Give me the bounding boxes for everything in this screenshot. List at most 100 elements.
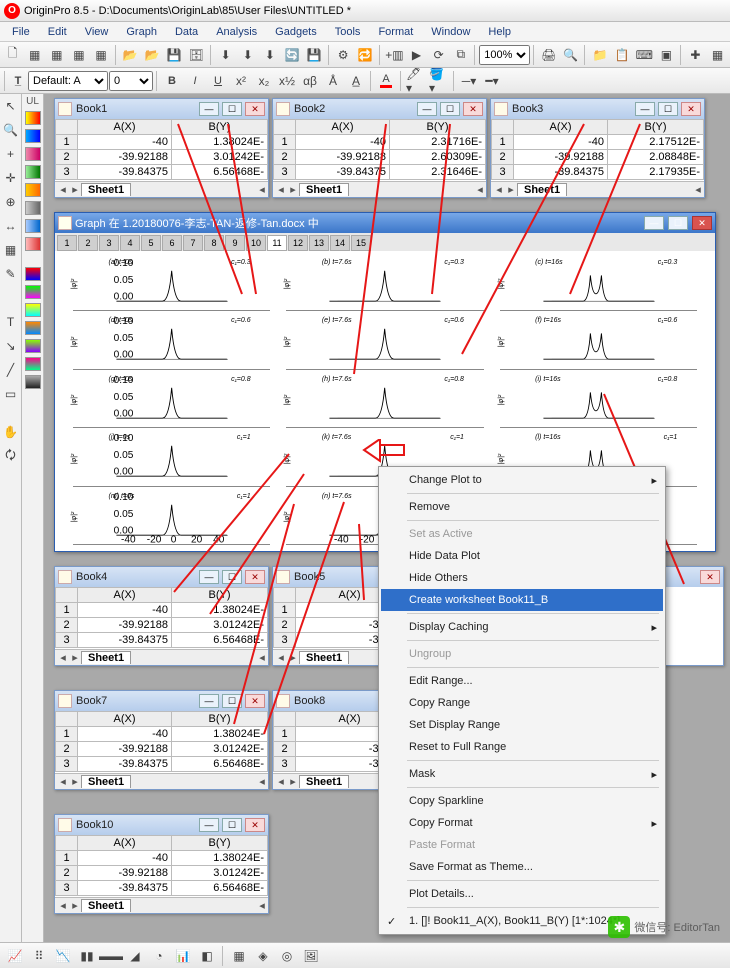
mini-plot[interactable]: |φ|² (e) t=7.6s c₁=0.6 [286,315,483,369]
close-button[interactable]: ✕ [245,102,265,116]
layer-tab[interactable]: 2 [78,235,98,251]
swatch-icon[interactable] [25,219,41,233]
tab-next-icon[interactable]: ▸ [69,651,81,664]
swatch-icon[interactable] [25,321,41,335]
text-tool-icon[interactable]: T [1,312,21,332]
new-project-icon[interactable]: 🗋 [2,44,23,66]
col-header[interactable]: A(X) [78,588,172,603]
worksheet-table[interactable]: A(X)B(Y) 1-401.38024E-2-39.921883.01242E… [55,119,268,180]
pie-icon[interactable]: ◔ [148,945,170,967]
import-wizard-icon[interactable]: ⬇ [215,44,236,66]
col-header[interactable]: B(Y) [171,712,267,727]
col-header[interactable]: B(Y) [171,120,267,135]
template-icon[interactable]: ▦ [228,945,250,967]
save-disk-icon[interactable]: 💾 [304,44,325,66]
layer-tab[interactable]: 3 [99,235,119,251]
swatch-icon[interactable] [25,285,41,299]
sheet-tab[interactable]: Sheet1 [81,775,131,788]
cmd-window-icon[interactable]: ▣ [656,44,677,66]
zoom-select[interactable]: 100% [479,45,530,65]
rect-tool-icon[interactable]: ▭ [1,384,21,404]
menu-window[interactable]: Window [423,24,478,40]
minimize-button[interactable]: — [199,694,219,708]
layer-tab[interactable]: 7 [183,235,203,251]
menu-item[interactable]: Mask▸ [381,763,663,785]
layer-tab[interactable]: 9 [225,235,245,251]
swatch-icon[interactable] [25,339,41,353]
sheet-tab[interactable]: Sheet1 [81,183,131,196]
tab-prev-icon[interactable]: ◂ [57,775,69,788]
layer-tab[interactable]: 12 [288,235,308,251]
layer-tab[interactable]: 13 [309,235,329,251]
swatch-icon[interactable] [25,237,41,251]
supsub-icon[interactable]: x½ [276,70,298,92]
menu-format[interactable]: Format [370,24,421,40]
save-template-icon[interactable]: 🗄 [186,44,207,66]
swatch-icon[interactable] [25,303,41,317]
maximize-button[interactable]: ☐ [222,570,242,584]
swatch-icon[interactable] [25,183,41,197]
mini-plot[interactable]: |φ|² (b) t=7.6s c₁=0.3 [286,257,483,311]
layer-tab[interactable]: 4 [120,235,140,251]
new-graph-icon[interactable]: ▦ [68,44,89,66]
sheet-tab[interactable]: Sheet1 [299,651,349,664]
stock-icon[interactable]: 📊 [172,945,194,967]
minimize-button[interactable]: — [199,818,219,832]
minimize-button[interactable]: — [417,102,437,116]
sheet-tab[interactable]: Sheet1 [299,775,349,788]
add-col-icon[interactable]: +▥ [384,44,405,66]
linescatter-icon[interactable]: 📉 [52,945,74,967]
tab-prev-icon[interactable]: ◂ [57,183,69,196]
code-builder-icon[interactable]: ⌨ [634,44,655,66]
column-plot-icon[interactable]: ▮▮ [76,945,98,967]
menu-item[interactable]: Remove [381,496,663,518]
layer-tab[interactable]: 14 [330,235,350,251]
sheet-tab[interactable]: Sheet1 [299,183,349,196]
reader-icon[interactable]: + [1,144,21,164]
theme-icon[interactable]: ▦ [707,44,728,66]
swatch-icon[interactable] [25,165,41,179]
data-reader-icon[interactable]: ⊕ [1,192,21,212]
area-plot-icon[interactable]: ◢ [124,945,146,967]
worksheet-table[interactable]: A(X)B(Y) 1-402.31716E-2-39.921882.60309E… [273,119,486,180]
tab-next-icon[interactable]: ▸ [287,775,299,788]
mini-plot[interactable]: |φ|² 0.100.050.00 (j) t=0s c₁=1 [73,432,270,486]
rotate-icon[interactable]: 🗘 [1,446,21,466]
mini-plot[interactable]: |φ|² 0.100.050.00 (g) t=0s c₁=0.8 [73,374,270,428]
col-header[interactable]: B(Y) [171,588,267,603]
swatch-icon[interactable] [25,267,41,281]
book-titlebar[interactable]: Book2 — ☐ ✕ [273,99,486,119]
close-button[interactable]: ✕ [463,102,483,116]
minimize-button[interactable]: — [635,102,655,116]
tab-next-icon[interactable]: ▸ [69,183,81,196]
menu-item[interactable]: Edit Range... [381,670,663,692]
menu-view[interactable]: View [77,24,117,40]
scatter-plot-icon[interactable]: ⠿ [28,945,50,967]
slideshow-icon[interactable]: ▶ [406,44,427,66]
book-titlebar[interactable]: Book7 — ☐ ✕ [55,691,268,711]
sub-icon[interactable]: x₂ [253,70,275,92]
line-plot-icon[interactable]: 📈 [4,945,26,967]
data-selector-icon[interactable]: ↔ [1,216,21,236]
col-header[interactable]: A(X) [78,120,172,135]
sheet-tab[interactable]: Sheet1 [517,183,567,196]
sup-icon[interactable]: x² [230,70,252,92]
menu-file[interactable]: File [4,24,38,40]
menu-help[interactable]: Help [480,24,519,40]
menu-item[interactable]: Change Plot to▸ [381,469,663,491]
tab-prev-icon[interactable]: ◂ [57,651,69,664]
swatch-icon[interactable] [25,357,41,371]
tab-next-icon[interactable]: ▸ [69,899,81,912]
maximize-button[interactable]: ☐ [440,102,460,116]
col-header[interactable]: B(Y) [389,120,485,135]
mini-plot[interactable]: |φ|² (c) t=16s c₁=0.3 [500,257,697,311]
tab-next-icon[interactable]: ▸ [287,183,299,196]
mask-icon[interactable]: ▦ [1,240,21,260]
layer-tab[interactable]: 6 [162,235,182,251]
open-icon[interactable]: 📂 [120,44,141,66]
refresh-icon[interactable]: ⟳ [428,44,449,66]
lineweight-icon[interactable]: ━▾ [481,70,503,92]
menu-item[interactable]: Copy Range [381,692,663,714]
fill-color-icon[interactable]: 🪣▾ [428,70,450,92]
draw-data-icon[interactable]: ✎ [1,264,21,284]
